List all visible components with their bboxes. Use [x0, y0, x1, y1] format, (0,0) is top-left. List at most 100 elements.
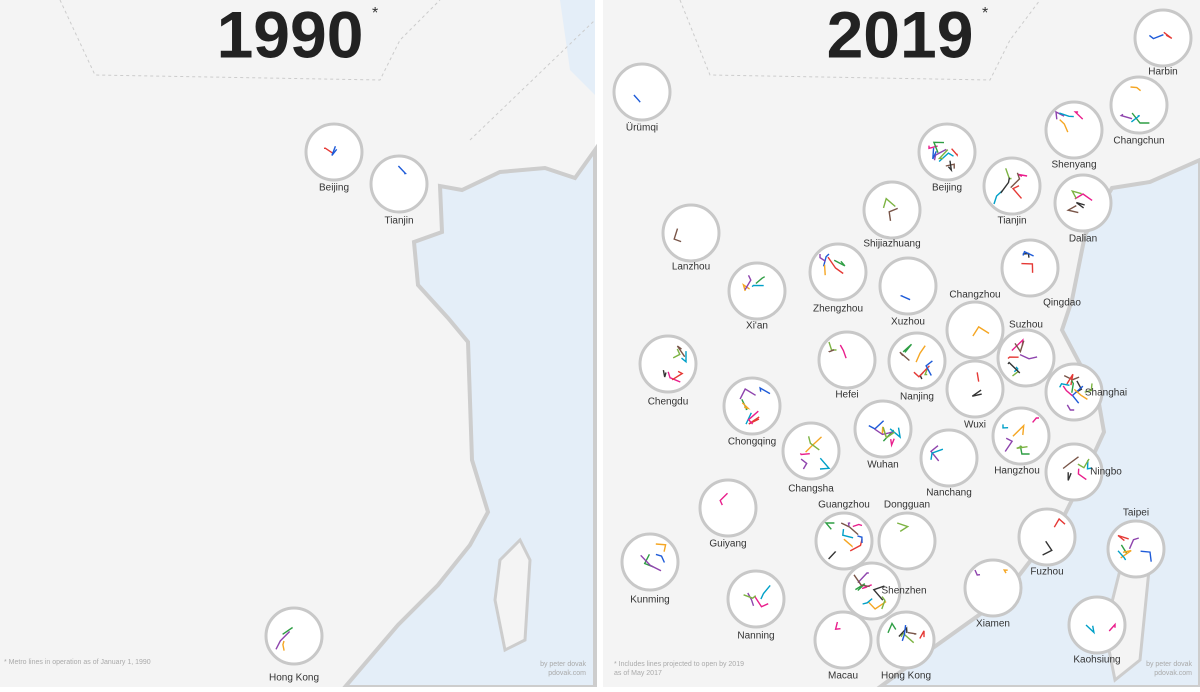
metro-line	[1130, 114, 1141, 123]
metro-line	[1032, 417, 1039, 423]
metro-line	[839, 344, 847, 359]
metro-line	[888, 207, 898, 221]
city-label: Tianjin	[384, 216, 413, 227]
metro-line	[1086, 460, 1093, 470]
city: Dongguan	[877, 500, 937, 571]
metro-line	[833, 259, 846, 267]
metro-line	[1070, 380, 1075, 393]
metro-line	[799, 452, 810, 456]
footnote: * Metro lines in operation as of January…	[4, 659, 151, 666]
metro-line	[1059, 112, 1074, 118]
city: Beijing	[304, 122, 364, 194]
city: Xiamen	[963, 558, 1023, 630]
city: Beijing	[917, 122, 977, 194]
city: Changchun	[1109, 75, 1169, 147]
metro-line	[1148, 34, 1164, 40]
panel-title: 2019	[827, 0, 974, 71]
city-label: Taipei	[1123, 508, 1149, 519]
city-label: Lanzhou	[672, 262, 710, 273]
city: Suzhou	[996, 320, 1056, 388]
metro-line	[805, 436, 822, 453]
metro-line	[842, 529, 854, 539]
metro-line	[972, 325, 990, 337]
city-label: Nanning	[737, 631, 774, 642]
island	[493, 537, 532, 653]
metro-line	[1055, 110, 1065, 120]
credit: pdovak.com	[548, 670, 586, 677]
metro-line	[397, 165, 407, 175]
metro-line	[937, 149, 949, 160]
metro-line	[753, 595, 769, 608]
city-label: Wuhan	[867, 460, 899, 471]
city-circle	[727, 261, 787, 321]
city-circle	[661, 203, 721, 263]
metro-line	[1140, 550, 1152, 562]
metro-line	[890, 438, 895, 448]
city-circle	[1000, 238, 1060, 298]
city-circle	[1109, 75, 1169, 135]
city-label: Xuzhou	[891, 317, 925, 328]
metro-line	[662, 369, 667, 378]
metro-line	[882, 426, 895, 439]
metro-line	[1108, 622, 1116, 632]
city: Wuhan	[853, 399, 913, 471]
metro-line	[847, 522, 851, 527]
city-label: Kunming	[630, 595, 669, 606]
metro-line	[1077, 468, 1087, 481]
metro-line	[1042, 540, 1053, 556]
city-label: Guangzhou	[818, 500, 870, 511]
city: Shijiazhuang	[862, 180, 922, 250]
city: Hefei	[817, 330, 877, 401]
metro-line	[1130, 86, 1142, 92]
city: Nanchang	[919, 428, 979, 499]
metro-line	[282, 626, 293, 635]
city-label: Dongguan	[884, 500, 930, 511]
metro-line	[898, 626, 908, 637]
city-label: Beijing	[319, 183, 349, 194]
metro-line	[834, 621, 841, 630]
city: Kunming	[620, 532, 680, 606]
metro-line	[747, 592, 755, 607]
metro-line	[1016, 445, 1028, 449]
city-circle	[1044, 100, 1104, 160]
city-circle	[1044, 442, 1104, 502]
metro-line	[947, 160, 953, 173]
city-circle	[1053, 173, 1113, 233]
city-circle	[698, 478, 758, 538]
metro-line	[667, 371, 681, 383]
metro-line	[932, 148, 937, 160]
metro-line	[1021, 262, 1034, 273]
metro-line	[945, 163, 955, 169]
metro-line	[899, 351, 910, 362]
frame	[679, 0, 1041, 81]
metro-line	[882, 197, 896, 209]
metro-line	[930, 445, 940, 462]
city-circle	[722, 376, 782, 436]
metro-line	[800, 458, 808, 470]
metro-line	[807, 436, 820, 451]
city: Tianjin	[369, 154, 429, 227]
metro-line	[1062, 456, 1079, 470]
metro-line	[681, 351, 687, 364]
metro-line	[1075, 201, 1085, 209]
metro-line	[874, 428, 894, 436]
city: Lanzhou	[661, 203, 721, 273]
city: Shenzhen	[842, 561, 927, 621]
metro-line	[1059, 383, 1070, 388]
metro-line	[1070, 189, 1082, 199]
city-label: Zhengzhou	[813, 304, 863, 315]
city: Chengdu	[638, 334, 698, 408]
city-circle	[781, 421, 841, 481]
city-label: Guiyang	[709, 539, 746, 550]
metro-line	[819, 254, 826, 262]
footnote: as of May 2017	[614, 670, 662, 677]
city-label: Chengdu	[648, 397, 689, 408]
city-label: Changsha	[788, 484, 834, 495]
metro-line	[933, 148, 947, 161]
metro-line	[1066, 204, 1079, 214]
metro-line	[822, 253, 830, 267]
city-circle	[1133, 8, 1193, 68]
metro-line	[1010, 172, 1021, 189]
city-circle	[813, 610, 873, 670]
city-circle	[945, 300, 1005, 360]
